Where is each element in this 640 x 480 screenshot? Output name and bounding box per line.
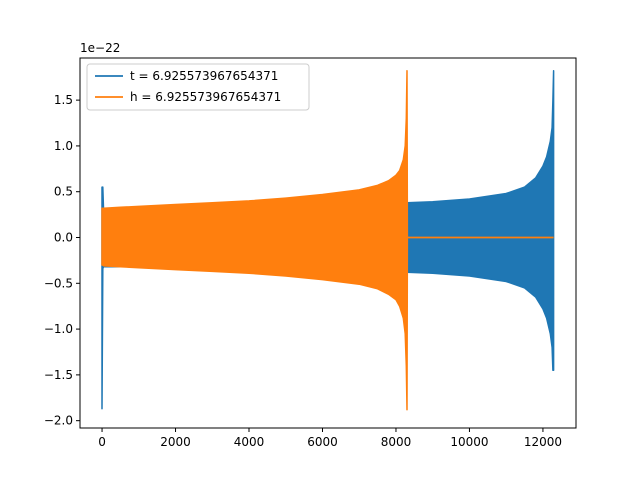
series-1-envelope — [101, 70, 409, 411]
y-axis: −2.0 −1.5 −1.0 −0.5 0.0 0.5 1.0 1.5 — [44, 93, 80, 428]
x-tick-label: 6000 — [307, 435, 338, 449]
y-tick-label: −2.0 — [44, 414, 73, 428]
y-tick-label: 1.0 — [54, 139, 73, 153]
x-tick-label: 4000 — [234, 435, 265, 449]
y-tick-label: 1.5 — [54, 93, 73, 107]
x-tick-label: 2000 — [160, 435, 191, 449]
y-tick-label: −1.0 — [44, 322, 73, 336]
legend-label-t: t = 6.925573967654371 — [130, 69, 278, 83]
plot-area — [101, 70, 555, 411]
y-tick-label: 0.0 — [54, 231, 73, 245]
x-tick-label: 0 — [98, 435, 106, 449]
legend-box — [86, 63, 310, 111]
y-tick-label: 0.5 — [54, 185, 73, 199]
y-tick-label: −1.5 — [44, 368, 73, 382]
x-tick-label: 10000 — [450, 435, 488, 449]
x-axis: 0 2000 4000 6000 8000 10000 12000 — [98, 428, 562, 449]
y-offset-label: 1e−22 — [80, 41, 120, 55]
legend: t = 6.925573967654371 h = 6.925573967654… — [86, 63, 310, 111]
x-tick-label: 8000 — [381, 435, 412, 449]
axes-frame — [79, 57, 577, 429]
x-tick-label: 12000 — [524, 435, 562, 449]
legend-label-h: h = 6.925573967654371 — [130, 90, 281, 104]
y-tick-label: −0.5 — [44, 276, 73, 290]
